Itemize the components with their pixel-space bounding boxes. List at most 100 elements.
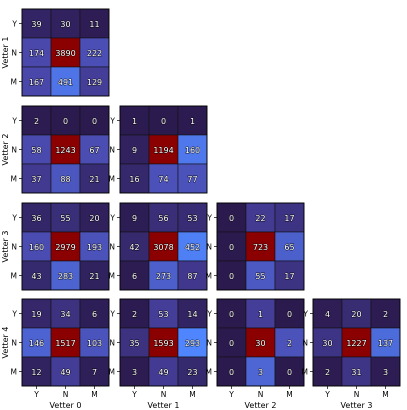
cell-value-label-8-2-0: 0: [229, 368, 234, 377]
cell-value-label-4-0-0: 9: [132, 214, 137, 223]
cell-value-label-5-0-2: 17: [284, 214, 294, 223]
cell-value-label-9-0-2: 2: [383, 310, 388, 319]
cell-value-label-3-0-1: 55: [60, 214, 70, 223]
cell-value-label-8-0-2: 0: [287, 310, 292, 319]
heatmap-cell-0-0-1: [50, 8, 81, 39]
x-axis-label-2: Vetter 2: [245, 401, 277, 410]
heatmap-cell-6-0-0: [21, 298, 52, 329]
cell-value-label-4-0-2: 53: [187, 214, 197, 223]
y-tick-label-5-0: Y: [206, 214, 212, 223]
cell-value-label-0-1-0: 174: [29, 49, 44, 58]
y-tick-label-1-2: M: [11, 175, 17, 184]
heatmap-cell-8-2-1: [245, 356, 276, 387]
heatmap-cell-7-1-2: [177, 327, 208, 358]
heatmap-cell-9-2-1: [341, 356, 372, 387]
y-tick-label-7-1: N: [109, 339, 115, 348]
cell-value-label-9-2-2: 3: [383, 368, 388, 377]
cell-value-label-7-1-0: 35: [129, 339, 139, 348]
cell-value-label-1-2-1: 88: [60, 175, 70, 184]
cell-value-label-8-1-1: 30: [255, 339, 265, 348]
y-tick-label-2-0: Y: [109, 117, 115, 126]
heatmap-cell-5-0-2: [274, 202, 305, 233]
cell-value-label-4-1-2: 452: [185, 243, 200, 252]
heatmap-cell-8-0-2: [274, 298, 305, 329]
y-tick-label-8-2: M: [206, 368, 212, 377]
heatmap-cell-6-1-2: [79, 327, 110, 358]
heatmap-cell-9-1-2: [370, 327, 401, 358]
y-axis-label-2: Vetter 3: [1, 231, 10, 263]
cell-value-label-3-1-2: 193: [87, 243, 102, 252]
cell-value-label-5-1-0: 0: [229, 243, 234, 252]
y-axis-label-0: Vetter 1: [1, 37, 10, 69]
heatmap-cell-5-1-2: [274, 231, 305, 262]
heatmap-cell-3-1-2: [79, 231, 110, 262]
heatmap-cell-1-1-2: [79, 134, 110, 165]
cell-value-label-4-1-0: 42: [129, 243, 139, 252]
cell-value-label-1-1-2: 67: [89, 146, 99, 155]
x-tick-label-0-2: M: [91, 390, 97, 399]
cell-value-label-4-1-1: 3078: [153, 243, 173, 252]
cell-value-label-6-0-2: 6: [92, 310, 97, 319]
y-tick-label-6-2: M: [11, 368, 17, 377]
cell-value-label-4-2-2: 87: [187, 272, 197, 281]
heatmap-cell-6-2-0: [21, 356, 52, 387]
cell-value-label-5-0-1: 22: [255, 214, 265, 223]
heatmap-cell-9-0-0: [312, 298, 343, 329]
y-tick-label-1-0: Y: [11, 117, 17, 126]
heatmap-cell-1-2-1: [50, 163, 81, 194]
y-tick-label-6-1: N: [11, 339, 17, 348]
cell-value-label-1-1-0: 58: [31, 146, 41, 155]
heatmap-cell-7-0-2: [177, 298, 208, 329]
cell-value-label-1-0-1: 0: [63, 117, 68, 126]
y-tick-label-0-2: M: [11, 78, 17, 87]
cell-value-label-6-2-1: 49: [60, 368, 70, 377]
cell-value-label-9-2-1: 31: [351, 368, 361, 377]
heatmap-cell-4-2-1: [148, 260, 179, 291]
x-tick-label-3-2: M: [382, 390, 388, 399]
y-tick-label-3-2: M: [11, 272, 17, 281]
cell-value-label-1-1-1: 1243: [55, 146, 75, 155]
heatmap-cell-4-0-1: [148, 202, 179, 233]
x-tick-label-3-1: N: [354, 390, 360, 399]
cell-value-label-5-2-1: 55: [255, 272, 265, 281]
y-tick-label-2-1: N: [109, 146, 115, 155]
x-tick-label-2-2: M: [286, 390, 292, 399]
y-tick-label-8-1: N: [206, 339, 212, 348]
cell-value-label-4-2-0: 6: [132, 272, 137, 281]
y-tick-label-0-1: N: [11, 49, 17, 58]
cell-value-label-1-0-0: 2: [34, 117, 39, 126]
cell-value-label-8-2-2: 0: [287, 368, 292, 377]
cell-value-label-7-0-1: 53: [158, 310, 168, 319]
heatmap-cell-4-1-1: [148, 231, 179, 262]
x-tick-label-3-0: Y: [324, 390, 330, 399]
cell-value-label-4-2-1: 273: [156, 272, 171, 281]
heatmap-cell-3-2-0: [21, 260, 52, 291]
heatmap-cell-7-2-0: [119, 356, 150, 387]
heatmap-cell-8-1-1: [245, 327, 276, 358]
cell-value-label-3-1-0: 160: [29, 243, 44, 252]
cell-value-label-2-2-2: 77: [187, 175, 197, 184]
x-tick-label-2-0: Y: [228, 390, 234, 399]
cell-value-label-6-1-0: 146: [29, 339, 44, 348]
heatmap-cell-4-2-2: [177, 260, 208, 291]
heatmap-cell-8-1-0: [216, 327, 247, 358]
cell-value-label-6-1-2: 103: [87, 339, 102, 348]
x-axis-label-0: Vetter 0: [50, 401, 82, 410]
y-tick-label-3-1: N: [11, 243, 17, 252]
cell-value-label-1-2-0: 37: [31, 175, 41, 184]
x-axis-label-1: Vetter 1: [148, 401, 180, 410]
y-tick-label-5-2: M: [206, 272, 212, 281]
y-tick-label-0-0: Y: [11, 20, 17, 29]
y-tick-label-4-2: M: [109, 272, 115, 281]
cell-value-label-6-1-1: 1517: [55, 339, 75, 348]
cell-value-label-5-2-2: 17: [284, 272, 294, 281]
cell-value-label-9-2-0: 2: [325, 368, 330, 377]
cell-value-label-0-1-1: 3890: [55, 49, 75, 58]
cell-value-label-8-0-0: 0: [229, 310, 234, 319]
y-tick-label-2-2: M: [109, 175, 115, 184]
heatmap-cell-9-1-1: [341, 327, 372, 358]
heatmap-cell-7-1-1: [148, 327, 179, 358]
cell-value-label-6-2-0: 12: [31, 368, 41, 377]
cell-value-label-3-1-1: 2979: [55, 243, 75, 252]
